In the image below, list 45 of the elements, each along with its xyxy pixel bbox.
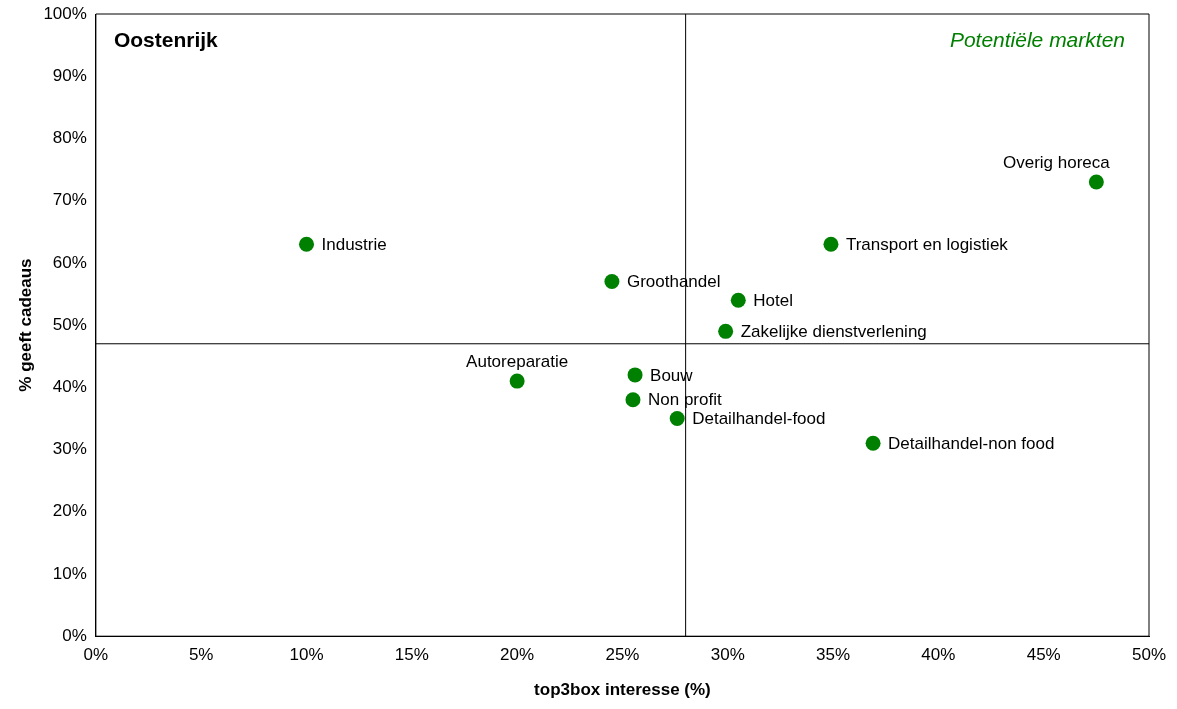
annotation: Detailhandel-food	[692, 409, 826, 429]
y-tick-label: 70%	[52, 190, 87, 210]
annotation: Transport en logistiek	[845, 234, 1009, 254]
point	[627, 367, 643, 383]
point	[604, 274, 620, 290]
y-axis-title: % geeft cadeaus	[15, 258, 35, 392]
annotation: Zakelijke dienstverlening	[740, 322, 927, 342]
x-tick-label: 25%	[605, 645, 640, 665]
x-tick-label: 20%	[500, 645, 535, 665]
annotation: Hotel	[753, 290, 793, 310]
y-tick-label: 80%	[52, 128, 87, 148]
annotation: Industrie	[321, 234, 387, 254]
y-tick-label: 30%	[52, 439, 87, 459]
y-tick-label: 100%	[43, 3, 87, 23]
x-tick-label: 40%	[921, 645, 956, 665]
x-tick-label: 15%	[394, 645, 429, 665]
y-tick-label: 40%	[52, 377, 87, 397]
y-tick-label: 50%	[52, 314, 87, 334]
x-tick-label: 35%	[816, 645, 851, 665]
x-axis-title: top3box interesse (%)	[534, 680, 711, 700]
point	[865, 435, 881, 451]
y-tick-label: 60%	[52, 252, 87, 272]
y-tick-label: 20%	[52, 501, 87, 521]
point	[823, 236, 839, 252]
point	[1088, 174, 1104, 190]
point	[718, 323, 734, 339]
annotation: Overig horeca	[1002, 152, 1111, 172]
annotation: Autoreparatie	[466, 351, 569, 371]
point	[730, 292, 746, 308]
y-tick-label: 0%	[62, 625, 87, 645]
annotation: Potentiële markten	[949, 27, 1125, 51]
point	[299, 236, 314, 252]
x-tick-label: 45%	[1026, 645, 1061, 665]
x-tick-label: 30%	[710, 645, 745, 665]
annotation: Detailhandel-non food	[888, 434, 1055, 454]
point	[509, 373, 525, 389]
x-tick-label: 10%	[289, 645, 324, 665]
y-tick-label: 90%	[52, 65, 87, 85]
x-tick-label: 5%	[188, 645, 214, 665]
point	[625, 392, 641, 408]
point	[669, 410, 685, 426]
x-tick-label: 0%	[83, 645, 109, 665]
y-tick-label: 10%	[52, 563, 87, 583]
annotation: Oostenrijk	[113, 27, 219, 51]
x-tick-label: 50%	[1131, 645, 1167, 665]
